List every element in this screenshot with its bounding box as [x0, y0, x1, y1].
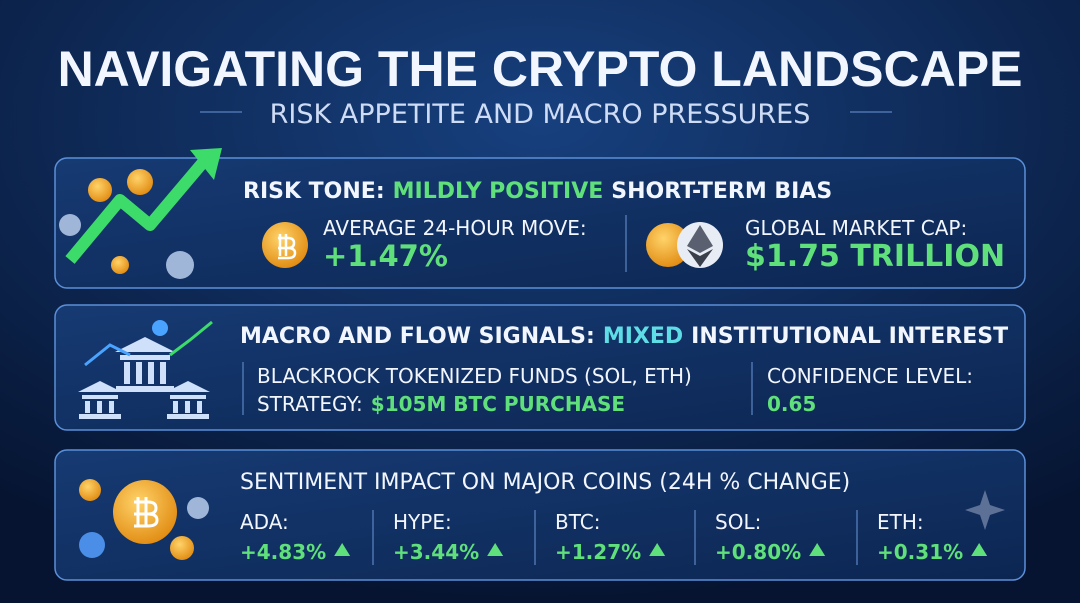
strategy-text: STRATEGY: $105M BTC PURCHASE — [257, 392, 625, 416]
trend-line — [84, 343, 131, 367]
title: NAVIGATING THE CRYPTO LANDSCAPE — [58, 41, 1023, 97]
panel-heading: SENTIMENT IMPACT ON MAJOR COINS (24H % C… — [240, 470, 850, 495]
sparkle — [965, 490, 1005, 530]
coin-change: +0.80% — [715, 540, 801, 564]
strategy-label: STRATEGY: — [257, 392, 363, 416]
coin-icon — [79, 479, 101, 501]
coin-icon — [127, 169, 153, 195]
coin-change: +1.27% — [555, 540, 641, 564]
coin-change: +4.83% — [240, 540, 326, 564]
eth-glyph — [687, 249, 713, 267]
metric-value: +1.47% — [323, 239, 448, 273]
coin-icon — [187, 497, 209, 519]
up-arrow — [971, 543, 988, 556]
heading-label: MACRO AND FLOW SIGNALS: — [240, 324, 595, 349]
trend-arrow — [65, 156, 210, 264]
up-arrow — [649, 543, 666, 556]
heading-rest: SHORT-TERM BIAS — [611, 179, 832, 204]
panel-heading: RISK TONE: MILDLY POSITIVE SHORT-TERM BIAS — [243, 179, 832, 204]
coin-icon — [59, 214, 81, 236]
heading-highlight: MILDLY POSITIVE — [393, 179, 604, 204]
heading-highlight: MIXED — [603, 324, 683, 349]
subtitle: RISK APPETITE AND MACRO PRESSURES — [270, 99, 811, 130]
coin-icon — [79, 532, 105, 558]
pie-icon — [152, 320, 168, 336]
panel — [54, 449, 1026, 581]
coin-symbol: SOL: — [715, 510, 761, 534]
strategy-value: $105M BTC PURCHASE — [371, 392, 625, 416]
confidence-value: 0.65 — [767, 392, 816, 416]
heading-label: RISK TONE: — [243, 179, 385, 204]
funds-text: BLACKROCK TOKENIZED FUNDS (SOL, ETH) — [257, 364, 692, 388]
metric-label: GLOBAL MARKET CAP: — [745, 216, 967, 240]
coin-symbol: ADA: — [240, 510, 289, 534]
coin-row: ADA: +4.83% HYPE: +3.44% BTC: +1.27% SOL: +0.80… — [240, 510, 988, 565]
coin-icon — [111, 256, 129, 274]
heading-rest: INSTITUTIONAL INTEREST — [691, 324, 1008, 349]
confidence-label: CONFIDENCE LEVEL: — [767, 364, 973, 388]
coin-icon — [166, 251, 194, 279]
coin-change: +0.31% — [877, 540, 963, 564]
coin-symbol: BTC: — [555, 510, 600, 534]
up-arrow — [334, 543, 351, 556]
coin-icon — [170, 536, 194, 560]
metric-value: $1.75 TRILLION — [745, 239, 1005, 274]
coin-symbol: ETH: — [877, 510, 924, 534]
metric-label: AVERAGE 24-HOUR MOVE: — [323, 216, 587, 240]
panel — [54, 304, 1026, 431]
panel-heading: MACRO AND FLOW SIGNALS: MIXED INSTITUTIONA… — [240, 324, 1008, 349]
up-arrow — [487, 543, 504, 556]
arrow-head — [190, 148, 222, 180]
btc-glyph — [134, 497, 159, 528]
up-arrow — [809, 543, 826, 556]
btc-glyph — [278, 234, 297, 260]
coin-icon — [88, 178, 112, 202]
eth-glyph — [687, 225, 713, 253]
coin-icon — [646, 223, 690, 267]
coin-change: +3.44% — [393, 540, 479, 564]
bank-icons — [78, 337, 210, 419]
coin-symbol: HYPE: — [393, 510, 452, 534]
trend-line — [169, 320, 213, 357]
